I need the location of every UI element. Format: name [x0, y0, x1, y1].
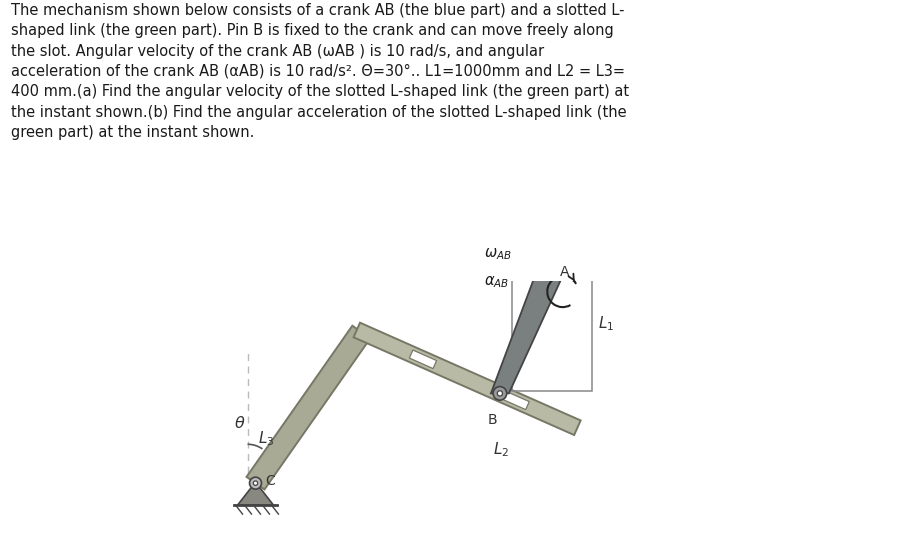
Text: $L_3$: $L_3$ — [258, 429, 275, 448]
Polygon shape — [530, 246, 570, 272]
Polygon shape — [353, 323, 581, 435]
Text: The mechanism shown below consists of a crank AB (the blue part) and a slotted L: The mechanism shown below consists of a … — [11, 3, 629, 140]
Circle shape — [249, 477, 262, 489]
Text: A: A — [560, 265, 569, 278]
Text: C: C — [265, 474, 275, 488]
Polygon shape — [491, 274, 564, 393]
Circle shape — [544, 267, 556, 280]
Circle shape — [254, 481, 257, 486]
Text: $\alpha_{AB}$: $\alpha_{AB}$ — [484, 274, 509, 289]
Polygon shape — [237, 482, 274, 505]
Polygon shape — [246, 326, 371, 489]
Circle shape — [493, 386, 506, 400]
Circle shape — [547, 271, 553, 276]
Circle shape — [497, 391, 503, 396]
Text: $L_2$: $L_2$ — [493, 440, 509, 459]
Text: $L_1$: $L_1$ — [598, 314, 614, 333]
Text: B: B — [488, 413, 497, 427]
Text: $\omega_{AB}$: $\omega_{AB}$ — [484, 246, 512, 262]
Text: $\theta$: $\theta$ — [234, 415, 246, 431]
Polygon shape — [410, 350, 437, 368]
Polygon shape — [502, 391, 529, 410]
